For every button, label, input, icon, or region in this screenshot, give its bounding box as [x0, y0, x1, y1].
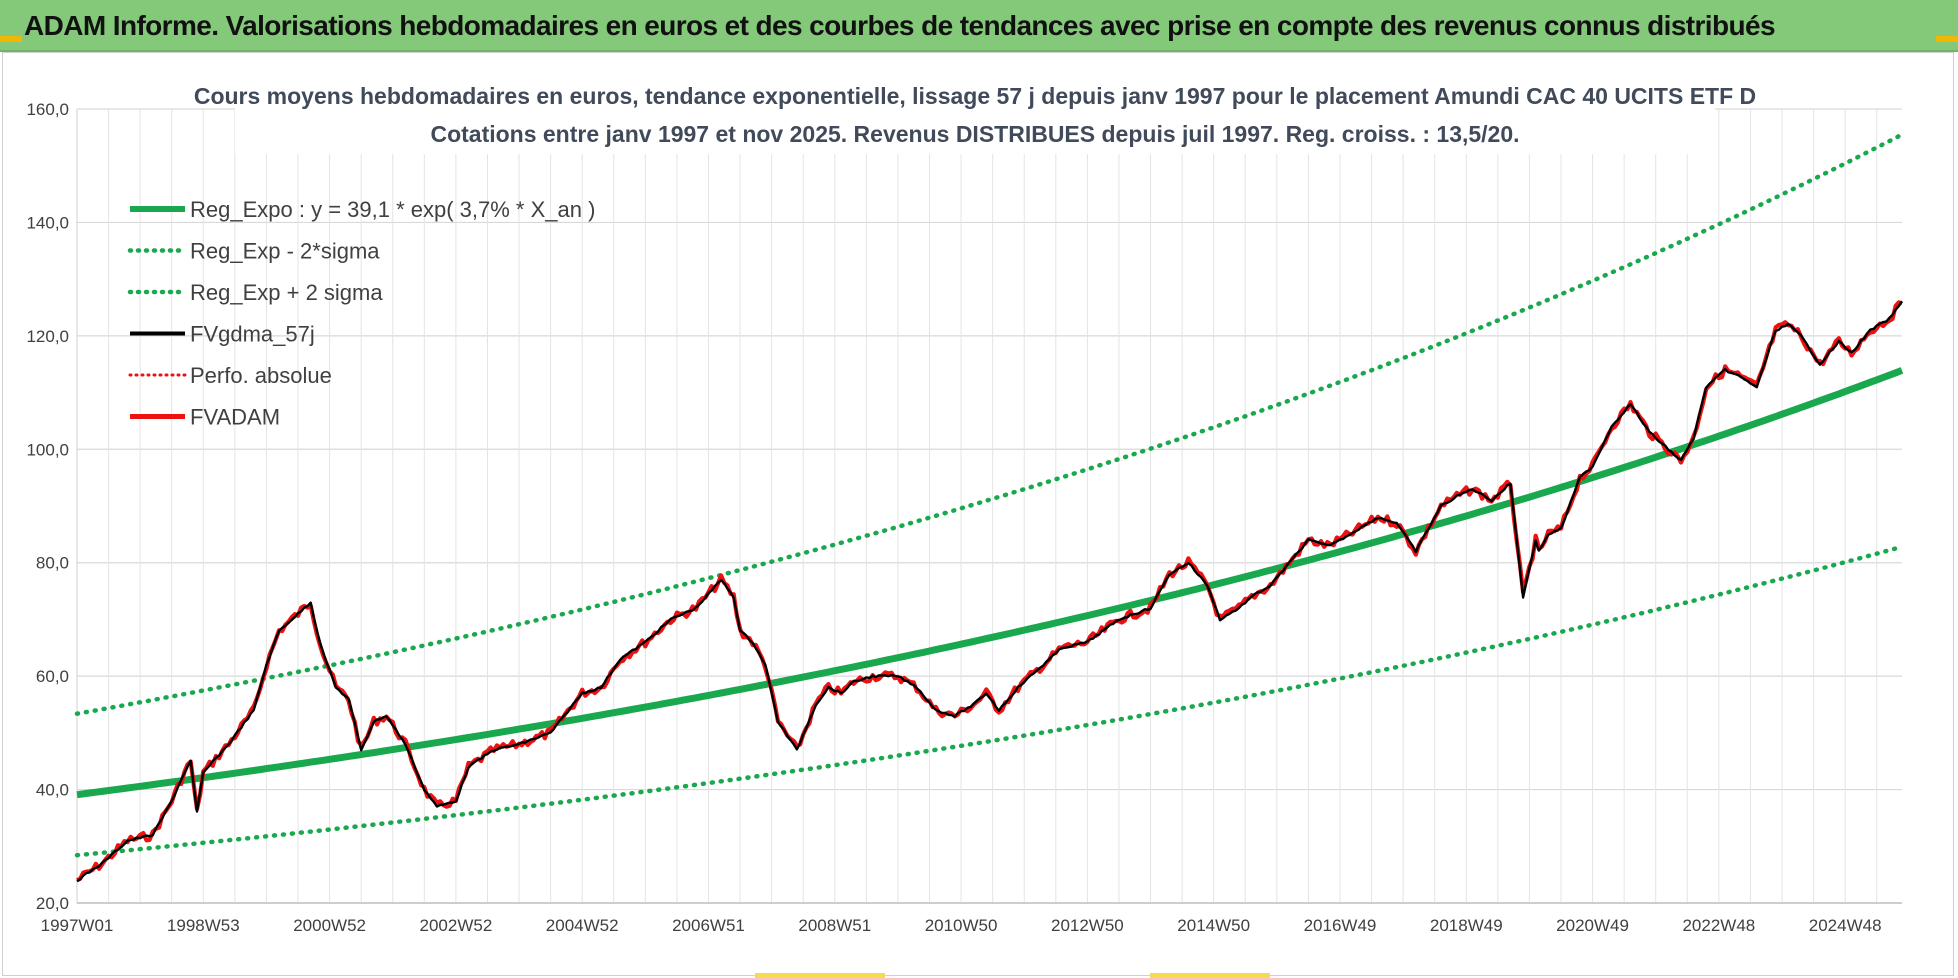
y-tick-label: 160,0 [26, 100, 69, 119]
x-tick-label: 2008W51 [798, 916, 871, 935]
x-tick-label: 2024W48 [1809, 916, 1882, 935]
y-tick-label: 100,0 [26, 440, 69, 459]
report-title: ADAM Informe. Valorisations hebdomadaire… [24, 10, 1776, 41]
legend-label-gdma: FVgdma_57j [190, 322, 315, 347]
chart-area-border [2, 52, 1954, 976]
y-tick-label: 60,0 [36, 667, 69, 686]
x-tick-label: 1998W53 [167, 916, 240, 935]
corner-marker-right [1936, 36, 1958, 42]
x-tick-label: 2000W52 [293, 916, 366, 935]
series-fvadam [76, 300, 1903, 883]
y-tick-label: 80,0 [36, 554, 69, 573]
chart-legend: Reg_Expo : y = 39,1 * exp( 3,7% * X_an )… [127, 197, 595, 430]
legend-label-perfo: Perfo. absolue [190, 363, 332, 388]
grid-lines [76, 108, 1902, 904]
y-axis-tick-labels: 20,0 40,0 60,0 80,0 100,0 120,0 140,0 160,0 [26, 100, 69, 913]
legend-label-lower: Reg_Exp - 2*sigma [190, 239, 380, 264]
y-tick-label: 120,0 [26, 327, 69, 346]
chart-title-line-2: Cotations entre janv 1997 et nov 2025. R… [430, 121, 1519, 147]
x-tick-label: 2016W49 [1304, 916, 1377, 935]
chart-title-block: Cours moyens hebdomadaires en euros, ten… [194, 74, 1756, 154]
report-banner: ADAM Informe. Valorisations hebdomadaire… [0, 0, 1958, 52]
x-tick-label: 2022W48 [1682, 916, 1755, 935]
corner-marker-left [0, 36, 22, 42]
x-tick-label: 2020W49 [1556, 916, 1629, 935]
x-tick-label: 2014W50 [1177, 916, 1250, 935]
bottom-tab-left [755, 973, 885, 978]
x-tick-label: 1997W01 [41, 916, 114, 935]
series-lower-band [74, 544, 1905, 858]
legend-label-upper: Reg_Exp + 2 sigma [190, 280, 383, 305]
x-tick-label: 2002W52 [420, 916, 493, 935]
x-tick-label: 2010W50 [925, 916, 998, 935]
y-tick-label: 40,0 [36, 781, 69, 800]
series-upper-band [74, 132, 1905, 716]
series-fvgdma-57j [76, 300, 1903, 883]
y-tick-label: 20,0 [36, 894, 69, 913]
x-tick-label: 2018W49 [1430, 916, 1503, 935]
chart-title-line-1: Cours moyens hebdomadaires en euros, ten… [194, 83, 1756, 109]
series-layer [74, 132, 1905, 883]
x-tick-label: 2004W52 [546, 916, 619, 935]
bottom-tab-right [1150, 973, 1270, 978]
legend-label-reg: Reg_Expo : y = 39,1 * exp( 3,7% * X_an ) [190, 197, 595, 222]
x-tick-label: 2006W51 [672, 916, 745, 935]
series-reg-expo [76, 367, 1904, 799]
y-tick-label: 140,0 [26, 213, 69, 232]
x-tick-label: 2012W50 [1051, 916, 1124, 935]
x-axis-tick-labels: 1997W01 1998W53 2000W52 2002W52 2004W52 2006W… [41, 916, 1882, 935]
chart-title-background [235, 74, 1715, 154]
legend-label-fvadam: FVADAM [190, 405, 280, 430]
